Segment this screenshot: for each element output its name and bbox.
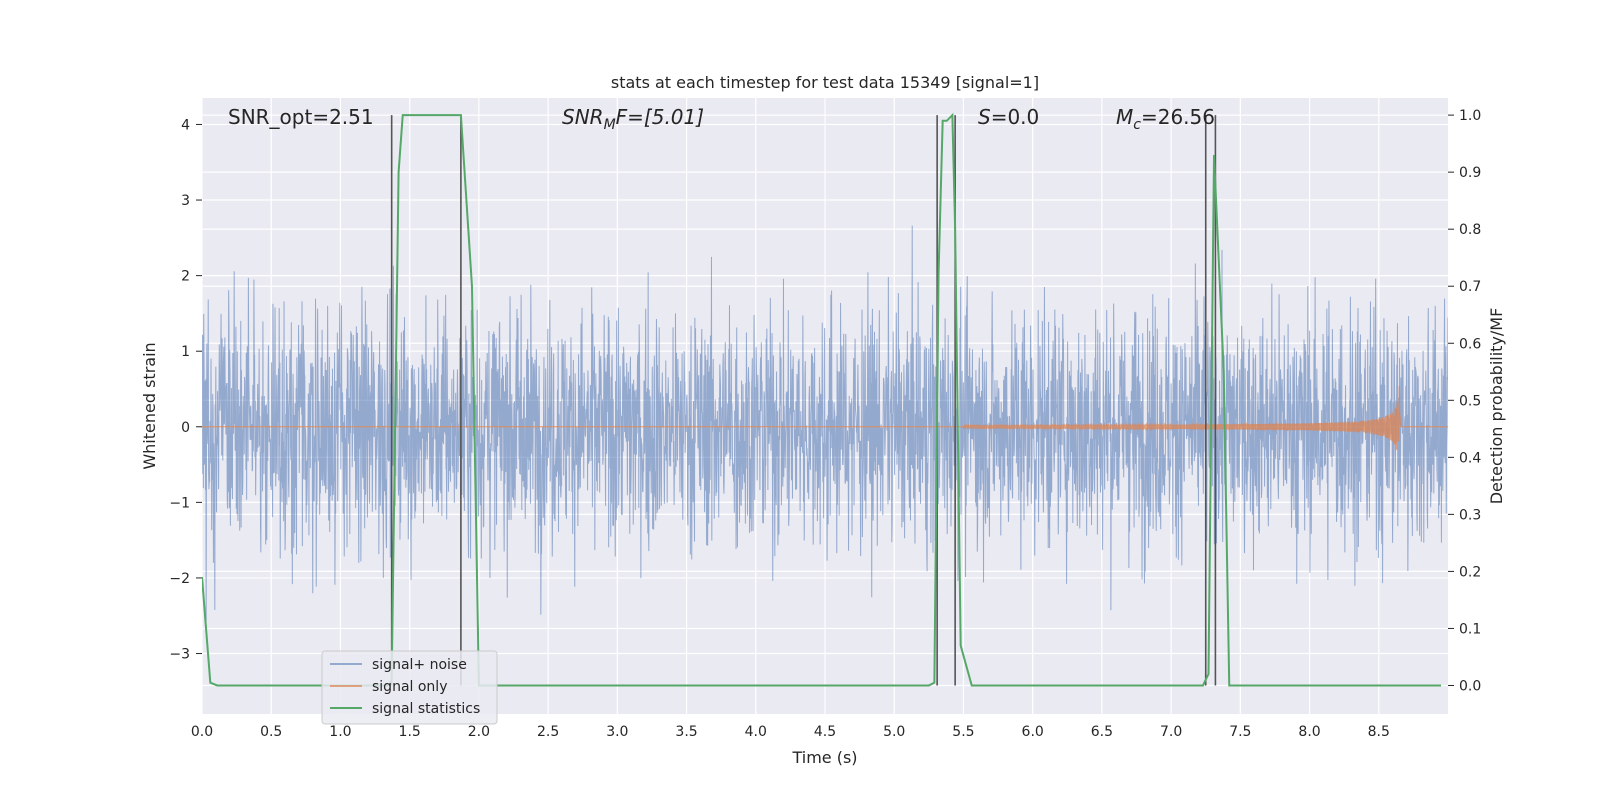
series-signal-noise [202,225,1448,621]
annotation-mc: Mc=26.56 [1116,105,1215,133]
annotation-snr-mf: SNRMF=[5.01] [562,105,704,133]
chart-title: stats at each timestep for test data 153… [611,73,1039,92]
x-axis-label: Time (s) [791,748,857,767]
series-signal-only [202,386,1448,450]
x-tick-label: 7.5 [1229,724,1251,740]
annotation-mc-sub: c [1133,117,1141,133]
x-axis-ticks: 0.0 0.5 1.0 1.5 2.0 2.5 3.0 3.5 4.0 4.5 5.0 5.5 6.0 6… [191,724,1390,740]
x-tick-label: 8.0 [1298,724,1320,740]
y-axis-right-ticks: 1.0 0.9 0.8 0.7 0.6 0.5 0.4 0.3 0.2 0.1 0.0 [1448,108,1481,694]
legend-label-signal-noise: signal+ noise [372,657,467,673]
x-tick-label: 0.0 [191,724,213,740]
legend: signal+ noise signal only signal statist… [321,650,498,725]
y-tick-label-left: −3 [169,647,190,663]
x-tick-label: 2.5 [537,724,559,740]
x-tick-label: 4.5 [814,724,836,740]
x-tick-label: 1.0 [329,724,351,740]
annotation-snr-mf-sub: M [604,117,616,133]
y-tick-label-right: 0.2 [1459,564,1481,580]
y-axis-left-label: Whitened strain [140,342,159,469]
annotation-snr-opt: SNR_opt=2.51 [228,105,374,129]
x-tick-label: 6.0 [1022,724,1044,740]
y-tick-label-left: 0 [181,420,190,436]
legend-label-signal-only: signal only [372,679,447,695]
y-axis-left-ticks: 4 3 2 1 0 −1 −2 −3 [169,117,202,663]
y-tick-label-right: 0.3 [1459,507,1481,523]
annotation-snr-mf-base: SNR [562,105,604,129]
y-tick-label-left: 2 [181,269,190,285]
x-tick-label: 8.5 [1368,724,1390,740]
y-axis-right-label: Detection probability/MF [1487,308,1506,505]
x-tick-label: 4.0 [745,724,767,740]
y-tick-label-left: 4 [181,117,190,133]
y-tick-label-right: 0.5 [1459,393,1481,409]
annotation-s-base: S [978,105,991,129]
x-tick-label: 7.0 [1160,724,1182,740]
x-tick-label: 6.5 [1091,724,1113,740]
y-tick-label-left: 3 [181,193,190,209]
x-tick-label: 3.5 [675,724,697,740]
y-tick-label-right: 0.9 [1459,165,1481,181]
y-tick-label-right: 0.8 [1459,222,1481,238]
x-tick-label: 3.0 [606,724,628,740]
annotation-mc-base: M [1116,105,1133,129]
x-tick-label: 1.5 [399,724,421,740]
x-tick-label: 5.5 [952,724,974,740]
annotation-s: S=0.0 [978,105,1039,129]
legend-label-signal-statistics: signal statistics [372,701,480,717]
annotation-mc-rest: =26.56 [1141,105,1215,129]
y-tick-label-left: 1 [181,344,190,360]
annotation-s-rest: =0.0 [991,105,1040,129]
y-tick-label-right: 0.6 [1459,336,1481,352]
annotation-snr-mf-rest: F=[5.01] [616,105,704,129]
y-tick-label-left: −2 [169,571,190,587]
y-tick-label-right: 0.1 [1459,621,1481,637]
x-tick-label: 5.0 [883,724,905,740]
x-tick-label: 0.5 [260,724,282,740]
y-tick-label-right: 0.0 [1459,678,1481,694]
y-tick-label-right: 1.0 [1459,108,1481,124]
signal-only-line [202,386,1448,450]
signal-noise-line [202,225,1448,621]
y-tick-label-right: 0.4 [1459,450,1481,466]
x-tick-label: 2.0 [468,724,490,740]
y-tick-label-right: 0.7 [1459,279,1481,295]
y-tick-label-left: −1 [169,495,190,511]
